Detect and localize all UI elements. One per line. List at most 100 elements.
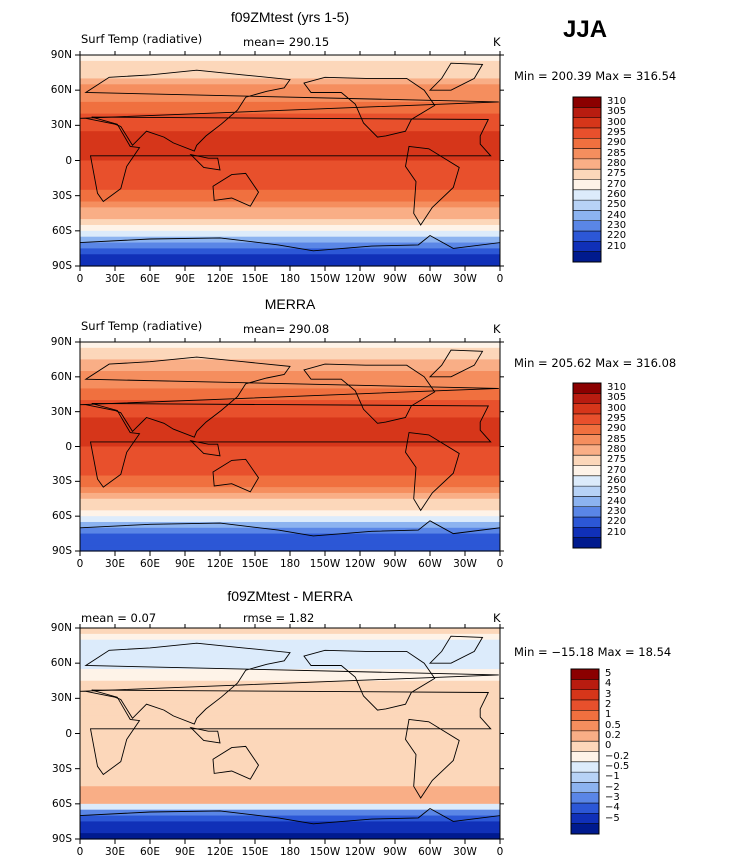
field-band: [80, 821, 500, 828]
field-band: [80, 639, 500, 647]
colorbar-label: 1: [605, 709, 612, 721]
y-tick-label: 60S: [51, 510, 72, 523]
colorbar-box: [573, 486, 601, 497]
field-band: [80, 189, 500, 197]
field-band: [80, 475, 500, 482]
panel-3-map: [75, 624, 504, 844]
colorbar-box: [573, 475, 601, 487]
x-tick-label: 180: [279, 558, 301, 570]
y-tick-label: 0: [65, 727, 72, 740]
colorbar-box: [571, 741, 599, 752]
colorbar-box: [573, 455, 601, 466]
panel-2-left-label: Surf Temp (radiative): [81, 319, 203, 333]
field-band: [80, 423, 500, 430]
field-band: [80, 160, 500, 167]
panel-2-colorbar: [572, 382, 602, 549]
coastline: [212, 745, 260, 780]
field-band: [80, 353, 500, 361]
field-band: [80, 131, 500, 138]
field-band: [80, 113, 500, 121]
field-band: [80, 207, 500, 214]
x-tick-label: 30W: [453, 273, 477, 285]
y-tick-label: 30S: [51, 189, 72, 202]
field-band: [80, 172, 500, 179]
field-band: [80, 96, 500, 103]
y-tick-label: 60S: [51, 797, 72, 810]
panel-2-minmax: Min = 205.62 Max = 316.08: [514, 356, 677, 370]
colorbar-box: [573, 220, 601, 232]
colorbar-box: [573, 496, 601, 508]
field-band: [80, 388, 500, 395]
colorbar-box: [573, 210, 601, 222]
colorbar-label: 300: [607, 402, 627, 414]
coastline: [405, 145, 460, 226]
field-band: [80, 487, 500, 494]
field-band: [80, 797, 500, 805]
field-band: [80, 400, 500, 407]
colorbar-box: [573, 444, 601, 456]
colorbar-label: 240: [607, 209, 627, 221]
x-tick-label: 90E: [175, 273, 195, 285]
colorbar-label: 220: [607, 230, 627, 242]
colorbar-label: 250: [607, 485, 627, 497]
field-band: [80, 254, 500, 261]
colorbar-label: −4: [605, 802, 620, 814]
colorbar-label: −2: [605, 781, 620, 793]
coastline: [303, 649, 436, 711]
x-tick-label: 120W: [344, 273, 376, 285]
x-tick-label: 150W: [309, 558, 341, 570]
y-tick-label: 30S: [51, 475, 72, 488]
field-band: [80, 166, 500, 173]
x-tick-label: 30W: [453, 558, 477, 570]
field-band: [80, 224, 500, 232]
coastline: [79, 642, 499, 725]
colorbar-label: 230: [607, 505, 627, 517]
field-band: [80, 219, 500, 226]
field-band: [80, 195, 500, 203]
field-band: [80, 786, 500, 793]
x-tick-label: 0: [76, 273, 84, 285]
colorbar-box: [573, 231, 601, 242]
field-band: [80, 768, 500, 776]
colorbar-label: 0: [605, 740, 612, 752]
colorbar-label: 4: [605, 678, 612, 690]
x-tick-label: 120E: [206, 273, 234, 285]
x-tick-label: 150W: [309, 273, 341, 285]
x-tick-label: 60E: [140, 273, 160, 285]
colorbar-label: 210: [607, 526, 627, 538]
y-tick-label: 30N: [50, 405, 72, 418]
field-band: [80, 178, 500, 185]
x-tick-label: 180: [279, 846, 301, 858]
panel-3-title: f09ZMtest - MERRA: [227, 588, 353, 604]
field-band: [80, 521, 500, 529]
x-tick-label: 0: [76, 558, 84, 570]
y-tick-label: 90S: [51, 545, 72, 557]
colorbar-box: [573, 117, 601, 129]
colorbar-label: 310: [607, 382, 627, 394]
colorbar-label: 280: [607, 158, 627, 170]
field-band: [80, 371, 500, 378]
x-tick-label: 0: [496, 273, 504, 285]
field-band: [80, 533, 500, 540]
field-band: [80, 137, 500, 144]
coastline: [89, 403, 492, 488]
colorbar-label: 2: [605, 699, 612, 711]
field-band: [80, 669, 500, 676]
y-tick-label: 90N: [50, 49, 72, 61]
field-band: [80, 60, 500, 68]
x-tick-label: 150E: [241, 846, 269, 858]
colorbar-label: 300: [607, 116, 627, 128]
x-tick-label: 30E: [105, 846, 125, 858]
colorbar-label: 260: [607, 474, 627, 486]
field-band: [80, 657, 500, 664]
colorbar-label: 260: [607, 188, 627, 200]
colorbar-label: 270: [607, 178, 627, 190]
colorbar-box: [573, 200, 601, 211]
field-band: [80, 458, 500, 465]
field-band: [80, 72, 500, 80]
y-tick-label: 30S: [51, 762, 72, 775]
field-band: [80, 492, 500, 500]
x-tick-label: 120E: [206, 558, 234, 570]
field-band: [80, 55, 500, 62]
field-band: [80, 125, 500, 132]
